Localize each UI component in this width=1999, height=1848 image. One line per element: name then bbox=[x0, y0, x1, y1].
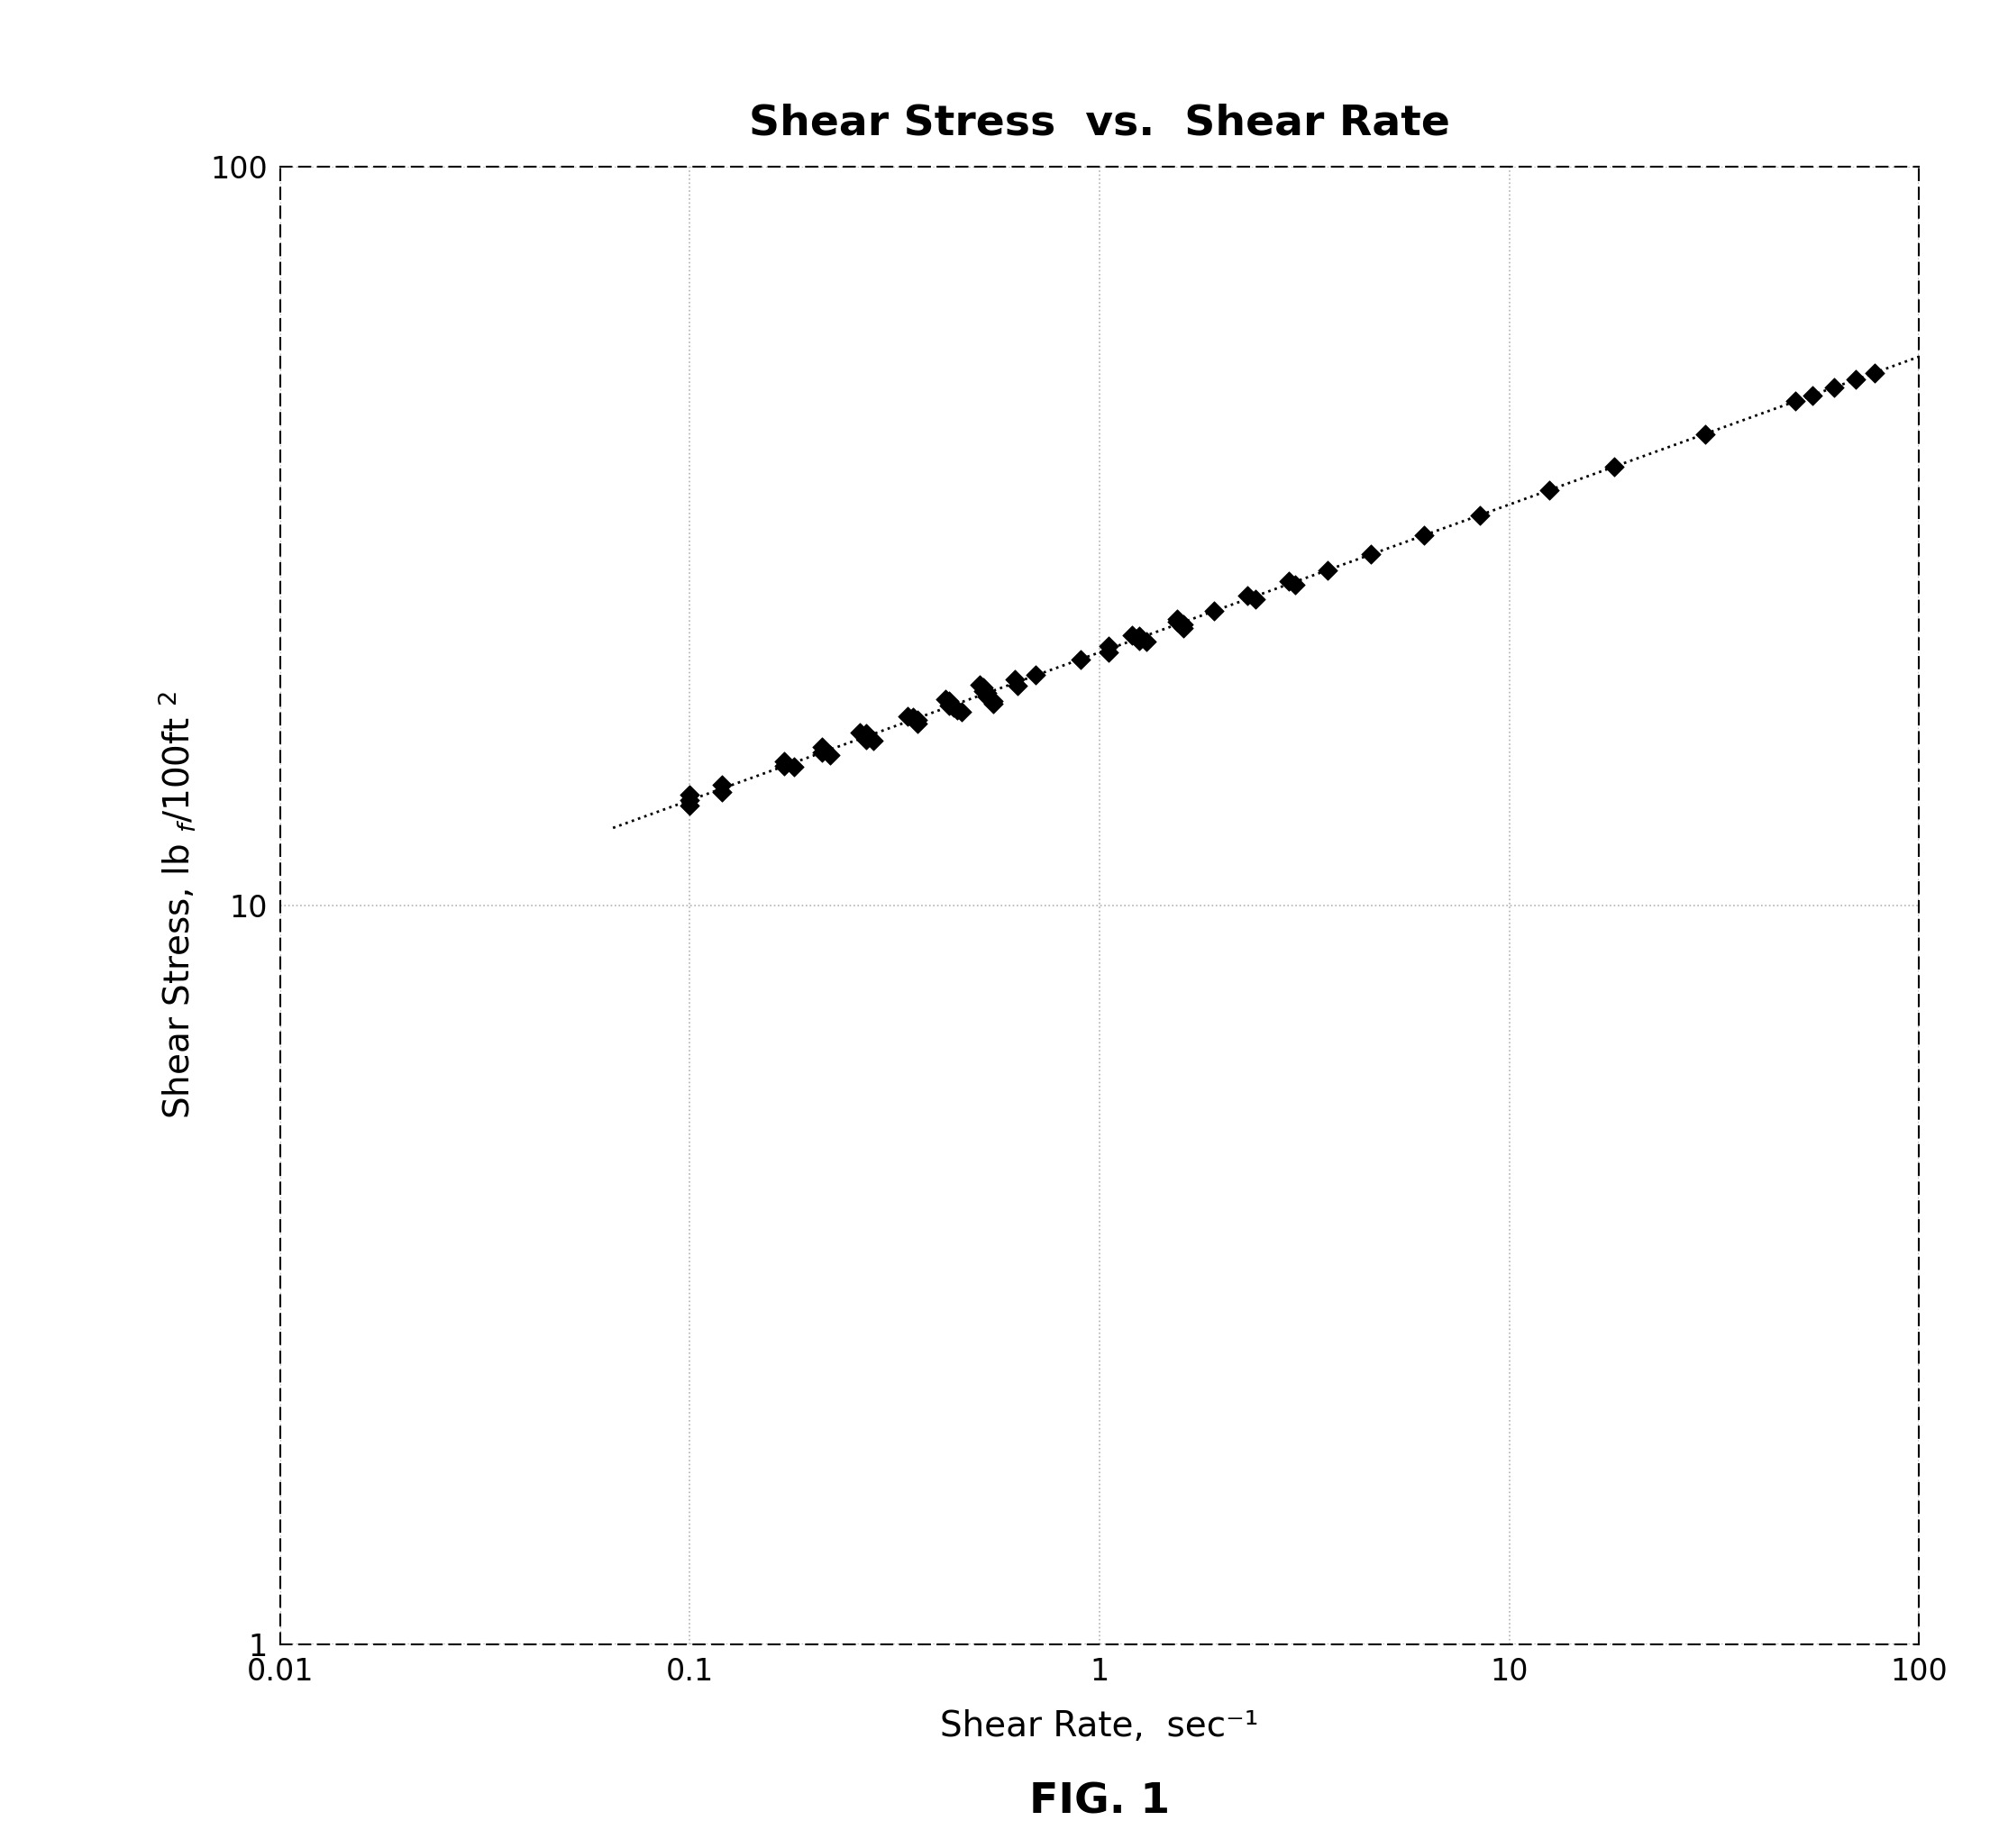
Point bbox=[1355, 540, 1387, 569]
Point bbox=[674, 780, 706, 809]
Point bbox=[1273, 565, 1305, 595]
Point bbox=[1065, 645, 1097, 675]
Point bbox=[970, 682, 1001, 711]
Title: Shear Stress  vs.  Shear Rate: Shear Stress vs. Shear Rate bbox=[750, 103, 1449, 144]
Text: FIG. 1: FIG. 1 bbox=[1029, 1781, 1169, 1822]
Point bbox=[978, 689, 1009, 719]
Point bbox=[806, 732, 838, 761]
Point bbox=[1779, 386, 1811, 416]
Point bbox=[946, 697, 978, 726]
Point bbox=[964, 669, 996, 699]
Point bbox=[1091, 638, 1123, 667]
Point bbox=[938, 693, 970, 723]
Point bbox=[674, 791, 706, 821]
Point bbox=[934, 686, 966, 715]
Point bbox=[1597, 453, 1629, 482]
Point bbox=[892, 702, 924, 732]
Point bbox=[1019, 660, 1051, 689]
Point bbox=[706, 771, 738, 800]
Point bbox=[1231, 580, 1263, 610]
Point bbox=[998, 665, 1029, 695]
Point bbox=[768, 747, 800, 776]
Point bbox=[1407, 521, 1439, 551]
Point bbox=[850, 724, 882, 754]
Point bbox=[844, 717, 876, 747]
Point bbox=[970, 678, 1001, 708]
Point bbox=[1279, 571, 1311, 601]
Point bbox=[934, 691, 966, 721]
Point bbox=[768, 752, 800, 782]
X-axis label: Shear Rate,  sec⁻¹: Shear Rate, sec⁻¹ bbox=[940, 1709, 1259, 1745]
Point bbox=[898, 702, 930, 732]
Point bbox=[942, 695, 974, 724]
Point bbox=[1465, 501, 1497, 530]
Point bbox=[902, 710, 934, 739]
Point bbox=[850, 719, 882, 748]
Y-axis label: Shear Stress, lb $_{f}$/100ft $^{2}$: Shear Stress, lb $_{f}$/100ft $^{2}$ bbox=[156, 691, 198, 1120]
Point bbox=[930, 684, 962, 713]
Point bbox=[1091, 632, 1123, 662]
Point bbox=[1001, 671, 1033, 700]
Point bbox=[1161, 608, 1193, 638]
Point bbox=[1167, 614, 1199, 643]
Point bbox=[806, 737, 838, 767]
Point bbox=[1129, 626, 1161, 656]
Point bbox=[1689, 419, 1721, 449]
Point bbox=[814, 741, 846, 771]
Point bbox=[1167, 610, 1199, 639]
Point bbox=[1123, 625, 1155, 654]
Point bbox=[858, 726, 890, 756]
Point bbox=[1797, 381, 1829, 410]
Point bbox=[674, 785, 706, 815]
Point bbox=[1123, 621, 1155, 650]
Point bbox=[1161, 604, 1193, 634]
Point bbox=[706, 776, 738, 806]
Point bbox=[974, 684, 1005, 713]
Point bbox=[1859, 359, 1891, 388]
Point bbox=[778, 752, 810, 782]
Point bbox=[968, 676, 1000, 706]
Point bbox=[902, 706, 934, 736]
Point bbox=[1311, 556, 1343, 586]
Point bbox=[968, 673, 1000, 702]
Point bbox=[1197, 597, 1229, 626]
Point bbox=[1839, 364, 1871, 394]
Point bbox=[1533, 475, 1565, 505]
Point bbox=[1239, 584, 1271, 614]
Point bbox=[978, 686, 1009, 715]
Point bbox=[1115, 621, 1147, 650]
Point bbox=[1817, 373, 1849, 403]
